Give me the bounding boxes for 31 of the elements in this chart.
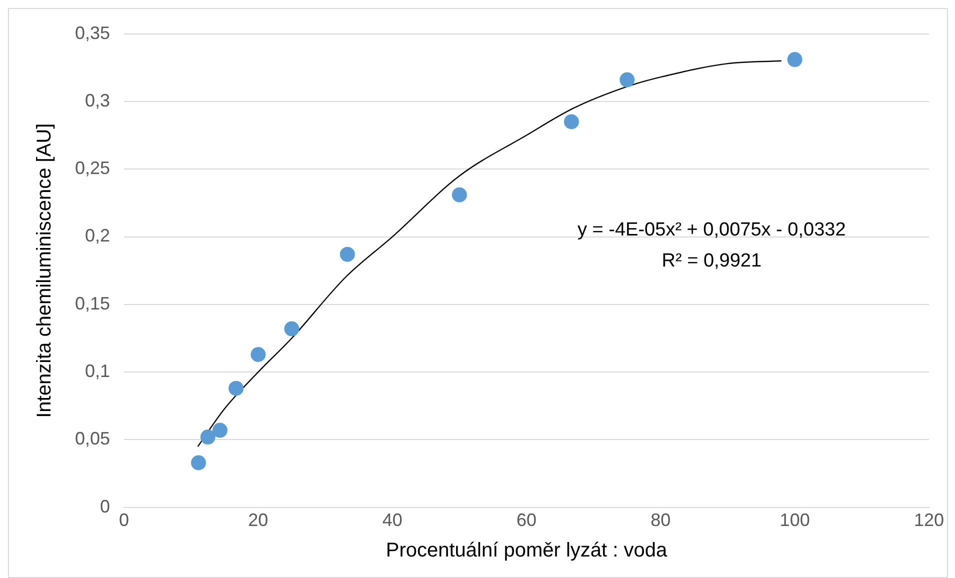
annotation: R² = 0,9921 bbox=[662, 250, 762, 272]
point bbox=[564, 114, 579, 130]
point bbox=[190, 455, 206, 470]
point bbox=[787, 52, 802, 68]
annotation: y = -4E-05x² + 0,0075x - 0,0332 bbox=[578, 220, 846, 241]
y-tick-label: 0,15 bbox=[74, 293, 110, 314]
point bbox=[212, 422, 228, 438]
y-tick-label: 0,2 bbox=[85, 226, 110, 246]
y-tick-label: 0,05 bbox=[74, 428, 110, 449]
y-axis-title: Intenzita chemiluminiscence [AU] bbox=[34, 123, 56, 418]
point bbox=[250, 346, 266, 362]
point bbox=[340, 246, 355, 262]
y-tick-label: 0,1 bbox=[85, 361, 110, 382]
point bbox=[228, 380, 244, 396]
x-tick-label: 100 bbox=[780, 510, 810, 530]
x-tick-label: 80 bbox=[650, 510, 671, 530]
point bbox=[200, 430, 216, 445]
x-axis-title: Procentuální poměr lyzát : voda bbox=[386, 540, 668, 562]
y-tick-label: 0,3 bbox=[85, 90, 110, 110]
y-tick-label: 0,25 bbox=[74, 158, 110, 178]
x-tick-label: 60 bbox=[516, 510, 537, 530]
x-tick-label: 20 bbox=[248, 510, 268, 530]
point bbox=[452, 187, 467, 202]
point bbox=[284, 321, 300, 336]
point bbox=[620, 72, 635, 88]
y-tick-label: 0,35 bbox=[74, 22, 110, 43]
x-tick-label: 40 bbox=[382, 510, 402, 530]
y-tick-label: 0 bbox=[100, 496, 110, 516]
x-tick-label: 120 bbox=[914, 510, 944, 530]
x-tick-label: 0 bbox=[119, 510, 130, 530]
line-series bbox=[197, 60, 782, 448]
